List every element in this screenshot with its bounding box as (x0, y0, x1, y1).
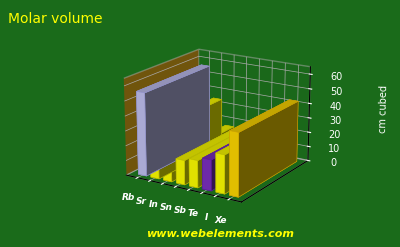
Text: www.webelements.com: www.webelements.com (146, 229, 294, 239)
Text: Molar volume: Molar volume (8, 12, 102, 26)
